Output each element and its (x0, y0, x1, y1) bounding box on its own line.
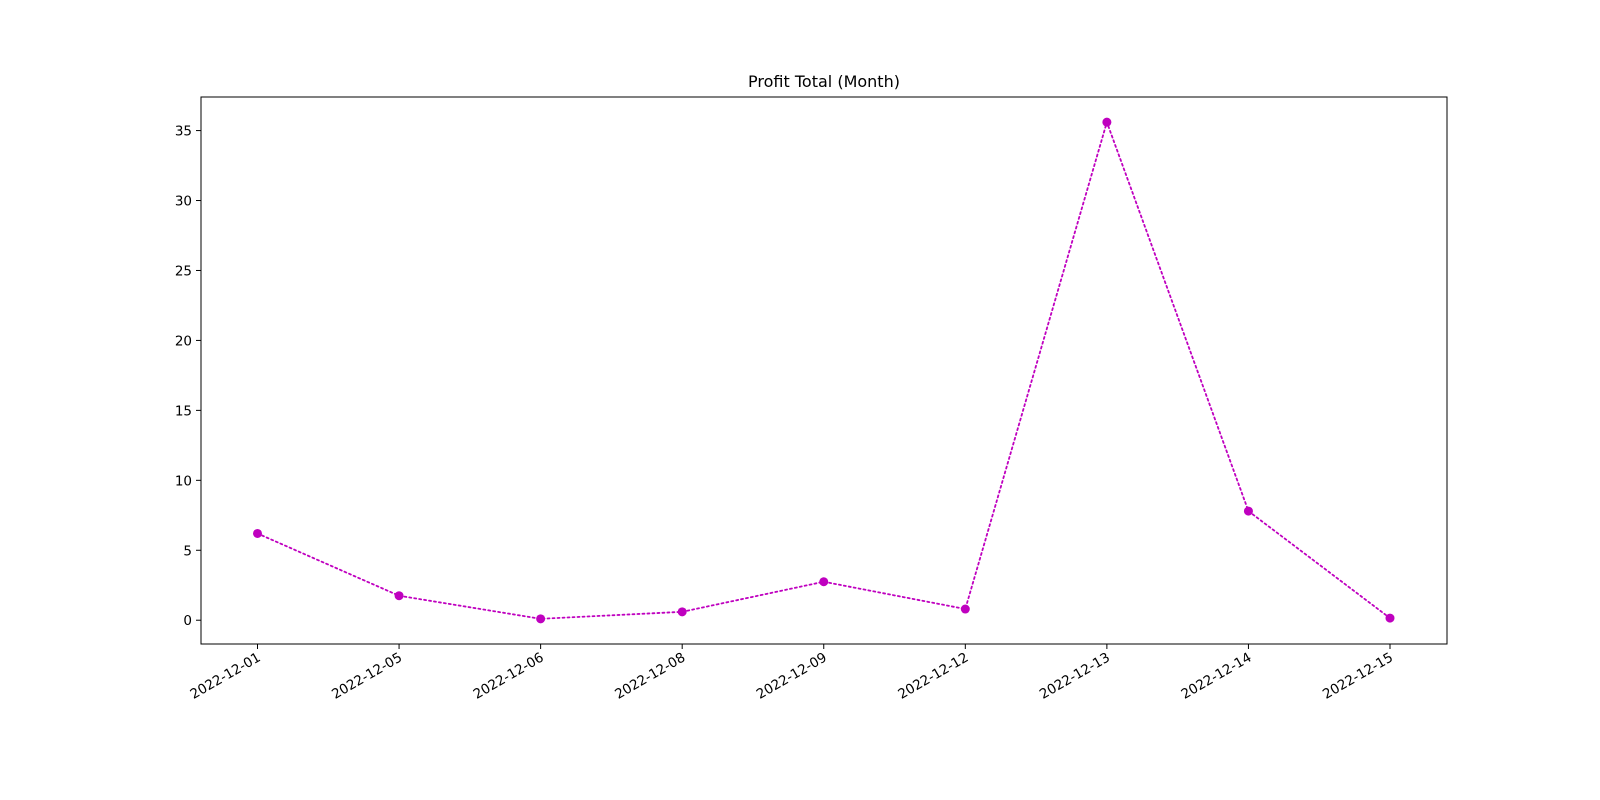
data-markers (253, 117, 1395, 624)
x-tick-label: 2022-12-12 (895, 650, 971, 703)
x-tick-label: 2022-12-15 (1320, 650, 1396, 703)
data-point (253, 528, 262, 538)
x-axis: 2022-12-01 2022-12-05 2022-12-06 2022-12-08… (188, 644, 1396, 703)
x-tick-label: 2022-12-08 (612, 650, 688, 703)
x-tick-label: 2022-12-01 (188, 650, 264, 703)
data-point (1102, 117, 1112, 127)
data-point (819, 577, 829, 587)
data-point (960, 604, 970, 614)
y-tick-label: 15 (175, 403, 192, 419)
x-tick-label: 2022-12-14 (1178, 650, 1254, 703)
data-point (1385, 613, 1395, 623)
x-tick-label: 2022-12-05 (329, 650, 405, 703)
y-tick-label: 30 (175, 194, 192, 210)
x-tick-label: 2022-12-06 (471, 650, 547, 703)
plot-area (200, 96, 1448, 645)
y-tick-label: 20 (175, 333, 192, 349)
data-point (394, 591, 404, 601)
x-tick-label: 2022-12-09 (754, 650, 830, 703)
chart-title: Profit Total (Month) (748, 72, 900, 91)
y-axis: 0 5 10 15 20 25 30 35 (175, 124, 201, 629)
y-tick-label: 0 (183, 613, 192, 629)
y-tick-label: 10 (175, 473, 192, 489)
y-tick-label: 25 (175, 263, 192, 279)
y-tick-label: 35 (175, 124, 192, 140)
data-point (1243, 506, 1253, 516)
y-tick-label: 5 (183, 543, 192, 559)
data-point (677, 607, 687, 617)
data-point (536, 614, 546, 624)
x-tick-label: 2022-12-13 (1037, 650, 1113, 703)
plot-frame (200, 96, 1448, 645)
series-line (256, 119, 1391, 620)
